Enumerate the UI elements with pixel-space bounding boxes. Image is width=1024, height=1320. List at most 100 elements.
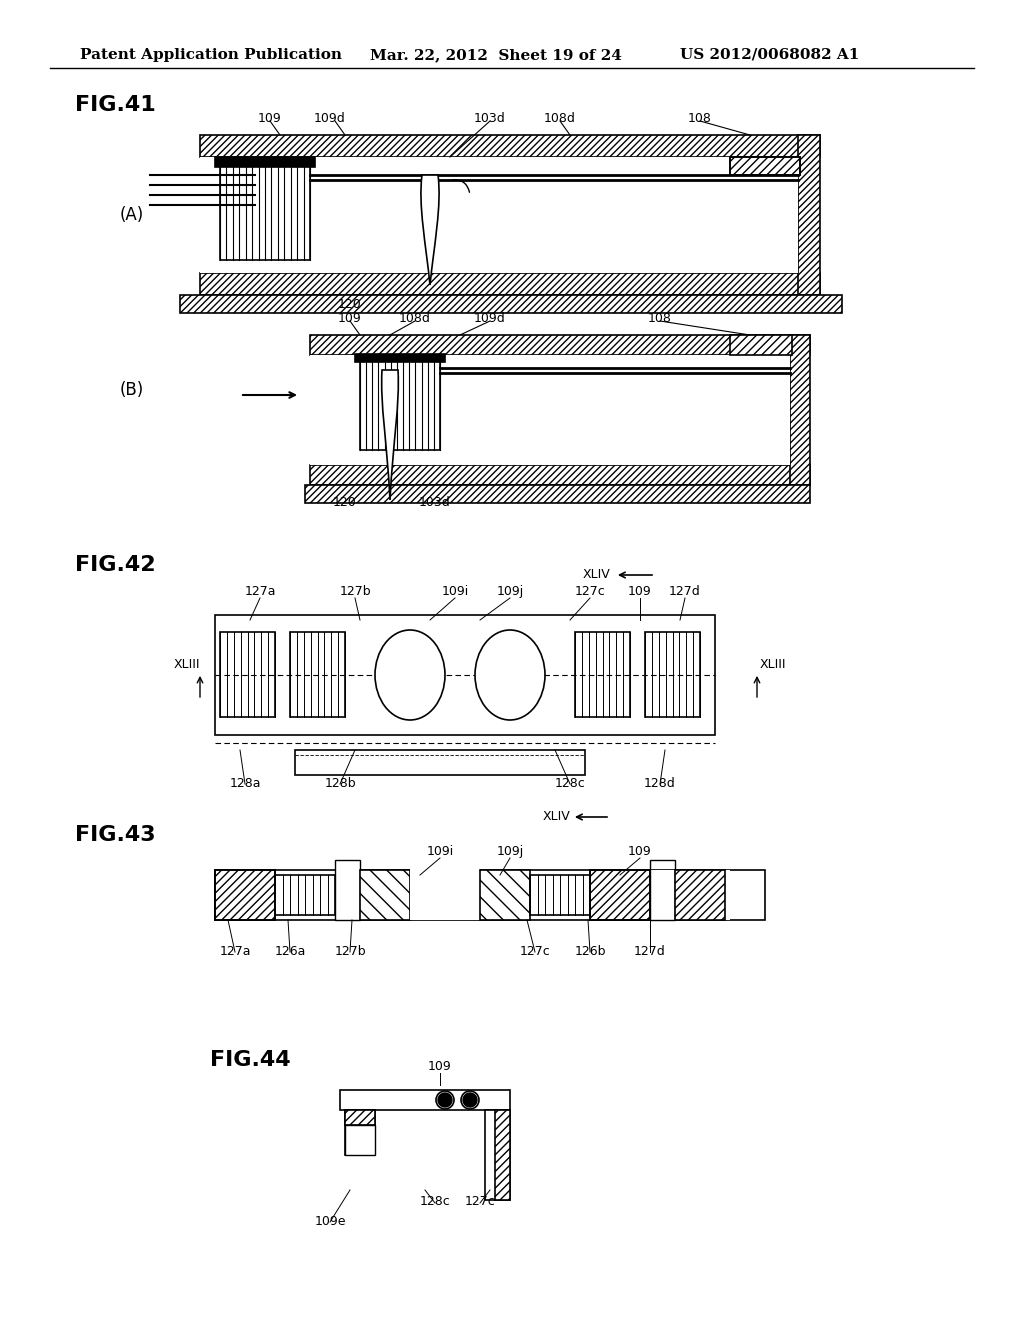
- Bar: [360, 870, 410, 920]
- Bar: [295, 750, 585, 775]
- Text: 109: 109: [338, 312, 361, 325]
- Text: 126b: 126b: [574, 945, 606, 958]
- Bar: [798, 135, 820, 294]
- Text: 128c: 128c: [555, 777, 586, 789]
- Text: 127c: 127c: [465, 1195, 496, 1208]
- Text: 109d: 109d: [314, 111, 346, 124]
- Bar: [345, 1125, 375, 1155]
- Ellipse shape: [375, 630, 445, 719]
- Text: 109d: 109d: [474, 312, 506, 325]
- Bar: [480, 870, 530, 920]
- Text: 109i: 109i: [441, 585, 469, 598]
- Bar: [200, 157, 798, 273]
- Bar: [310, 465, 810, 484]
- Text: 128c: 128c: [420, 1195, 451, 1208]
- Bar: [790, 335, 810, 484]
- Text: 127c: 127c: [519, 945, 550, 958]
- Text: 108d: 108d: [544, 111, 575, 124]
- Text: XLIV: XLIV: [543, 810, 570, 824]
- Ellipse shape: [475, 630, 545, 719]
- Bar: [275, 875, 335, 915]
- Text: FIG.43: FIG.43: [75, 825, 156, 845]
- Text: XLIII: XLIII: [760, 659, 786, 672]
- Text: 127a: 127a: [219, 945, 251, 958]
- Text: US 2012/0068082 A1: US 2012/0068082 A1: [680, 48, 859, 62]
- Bar: [355, 354, 445, 362]
- Bar: [335, 861, 360, 920]
- Circle shape: [438, 1093, 452, 1107]
- Text: 127c: 127c: [574, 585, 605, 598]
- Bar: [215, 870, 275, 920]
- Text: 109j: 109j: [497, 845, 523, 858]
- Text: FIG.42: FIG.42: [75, 554, 156, 576]
- Text: FIG.41: FIG.41: [75, 95, 156, 115]
- Text: 127d: 127d: [634, 945, 666, 958]
- Bar: [495, 1110, 510, 1200]
- Bar: [645, 632, 700, 717]
- Text: Patent Application Publication: Patent Application Publication: [80, 48, 342, 62]
- Text: XLIII: XLIII: [173, 659, 200, 672]
- Text: 103d: 103d: [419, 495, 451, 508]
- Text: 108d: 108d: [399, 312, 431, 325]
- Text: (B): (B): [120, 381, 144, 399]
- Text: 127a: 127a: [245, 585, 275, 598]
- PathPatch shape: [382, 370, 398, 500]
- Text: 128b: 128b: [325, 777, 355, 789]
- Bar: [200, 273, 820, 294]
- Bar: [590, 870, 650, 920]
- Bar: [290, 632, 345, 717]
- Bar: [730, 335, 792, 355]
- Text: 128d: 128d: [644, 777, 676, 789]
- Bar: [305, 484, 810, 503]
- Text: Mar. 22, 2012  Sheet 19 of 24: Mar. 22, 2012 Sheet 19 of 24: [370, 48, 622, 62]
- Text: (A): (A): [120, 206, 144, 224]
- Text: 109: 109: [628, 585, 652, 598]
- Text: 127b: 127b: [334, 945, 366, 958]
- Text: 109: 109: [258, 111, 282, 124]
- Bar: [730, 157, 800, 176]
- Text: 109: 109: [628, 845, 652, 858]
- Bar: [215, 615, 715, 735]
- Text: 108: 108: [648, 312, 672, 325]
- Bar: [650, 861, 675, 920]
- Text: FIG.44: FIG.44: [210, 1049, 291, 1071]
- Text: 120: 120: [333, 495, 357, 508]
- PathPatch shape: [421, 176, 439, 285]
- Bar: [650, 870, 730, 920]
- Text: 127d: 127d: [669, 585, 700, 598]
- Text: 128a: 128a: [229, 777, 261, 789]
- Text: 109e: 109e: [314, 1214, 346, 1228]
- Circle shape: [463, 1093, 477, 1107]
- Bar: [485, 1110, 510, 1200]
- Bar: [310, 335, 810, 355]
- Bar: [220, 632, 275, 717]
- Bar: [200, 135, 820, 157]
- Bar: [410, 865, 480, 920]
- Bar: [730, 157, 800, 176]
- Bar: [335, 861, 360, 870]
- Text: XLIV: XLIV: [583, 569, 610, 582]
- Text: 120: 120: [338, 298, 361, 312]
- Bar: [215, 870, 275, 920]
- Bar: [215, 870, 765, 920]
- Text: 126a: 126a: [274, 945, 306, 958]
- Bar: [590, 870, 650, 920]
- Bar: [530, 875, 590, 915]
- Bar: [345, 1110, 375, 1155]
- Bar: [310, 355, 790, 465]
- Bar: [215, 157, 315, 168]
- Text: 127b: 127b: [339, 585, 371, 598]
- Bar: [360, 360, 440, 450]
- Text: 103d: 103d: [474, 111, 506, 124]
- Bar: [220, 165, 310, 260]
- Text: 109i: 109i: [426, 845, 454, 858]
- Text: 109: 109: [428, 1060, 452, 1073]
- Bar: [675, 870, 725, 920]
- Bar: [180, 294, 842, 313]
- Text: 108: 108: [688, 111, 712, 124]
- Bar: [345, 1110, 375, 1125]
- Bar: [335, 870, 360, 920]
- Text: 109j: 109j: [497, 585, 523, 598]
- Bar: [340, 1090, 510, 1110]
- Bar: [575, 632, 630, 717]
